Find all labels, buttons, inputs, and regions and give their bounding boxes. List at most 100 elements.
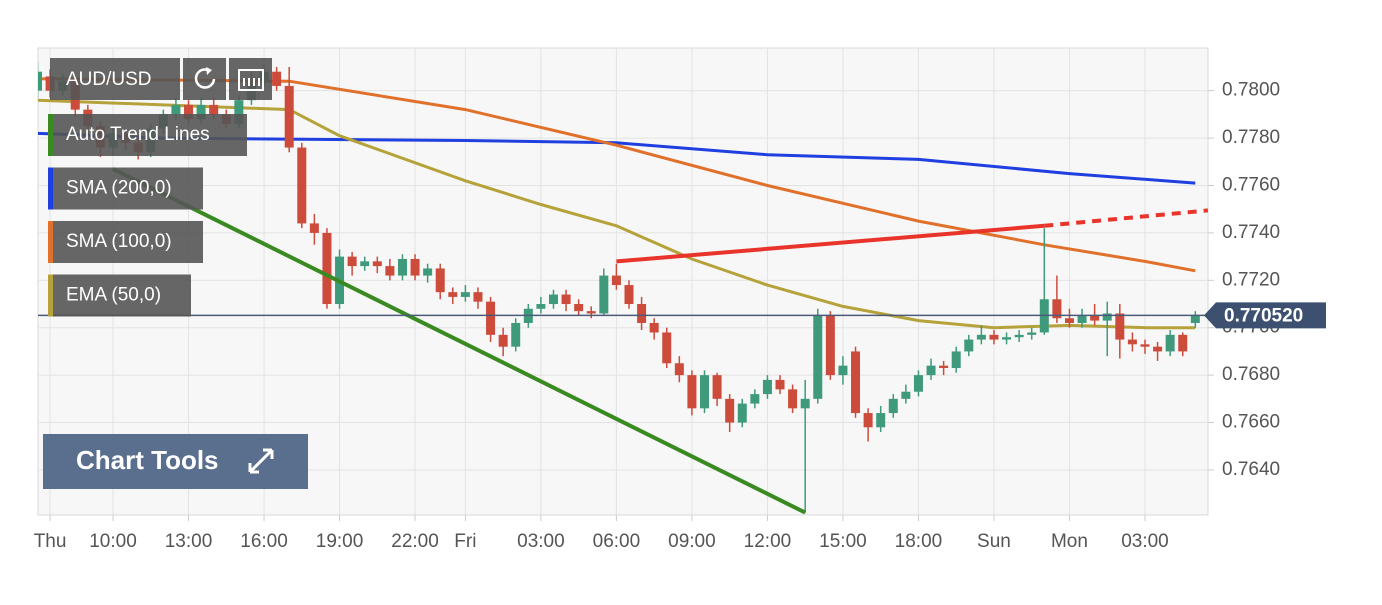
x-tick-label: 19:00 [316, 531, 364, 552]
refresh-arrow [206, 67, 212, 75]
x-tick-label: 10:00 [89, 531, 137, 552]
candle-body [888, 398, 898, 414]
y-tick-label: 0.7640 [1222, 459, 1280, 480]
chart-tools-button[interactable] [43, 434, 308, 489]
candle-body [196, 104, 206, 120]
candle-body [750, 394, 760, 404]
candle-body [800, 398, 810, 409]
y-tick-label: 0.7660 [1222, 412, 1280, 433]
candle-body [1127, 339, 1137, 345]
legend-swatch [48, 221, 53, 263]
candle-body [1190, 315, 1200, 323]
legend-label: SMA (100,0) [66, 231, 172, 252]
legend-box [48, 221, 203, 263]
candle-body [171, 104, 181, 115]
candle-body [1165, 334, 1175, 352]
candle-body [951, 351, 961, 369]
expand-icon [248, 448, 274, 474]
candle-body [397, 258, 407, 276]
candle-body [964, 339, 974, 352]
candle-body [272, 71, 282, 86]
candle-body [1153, 346, 1163, 352]
calendar-lines [243, 78, 260, 86]
candle-body [1178, 334, 1188, 352]
candle-body [700, 375, 710, 409]
x-tick-label: Thu [34, 531, 67, 552]
legend-box [48, 114, 247, 156]
candle-body [486, 301, 496, 335]
candle-body [561, 294, 571, 305]
candle-body [372, 261, 382, 267]
y-tick-label: 0.7760 [1222, 175, 1280, 196]
candle-body [662, 332, 672, 364]
candle-body [712, 375, 722, 399]
trend-line [112, 167, 807, 515]
candle-body [1090, 315, 1100, 321]
indicator-line [38, 77, 1196, 273]
candle-body [498, 334, 508, 347]
candle-body [548, 294, 558, 305]
candle-body [448, 292, 458, 297]
candle-body [423, 268, 433, 276]
candle-body [284, 85, 294, 148]
candle-body [1014, 334, 1024, 338]
symbol-box[interactable] [50, 58, 180, 100]
candle-body [586, 311, 596, 314]
candle-body [234, 100, 244, 124]
candle-body [863, 413, 873, 428]
candle-body [725, 398, 735, 423]
legend-label: Auto Trend Lines [66, 124, 210, 145]
x-tick-label: Fri [454, 531, 476, 552]
candle-body [511, 322, 521, 347]
x-tick-label: 12:00 [744, 531, 792, 552]
candle-body [649, 322, 659, 333]
y-tick-label: 0.7740 [1222, 222, 1280, 243]
trend-line [616, 223, 1045, 264]
legend: Auto Trend Lines SMA (200,0) SMA (100,0) EM… [48, 114, 247, 317]
x-tick-label: Sun [977, 531, 1011, 552]
candle-body [976, 334, 986, 340]
candle-body [775, 379, 785, 390]
candle-body [851, 351, 861, 414]
candle-body [1115, 313, 1125, 340]
candle-body [1140, 344, 1150, 347]
candle-body [536, 304, 546, 309]
candle-body [1052, 299, 1062, 319]
x-tick-label: 22:00 [391, 531, 439, 552]
candle-body [737, 403, 747, 423]
candle-body [674, 363, 684, 376]
legend-swatch [48, 274, 53, 317]
y-tick-label: 0.7680 [1222, 364, 1280, 385]
candle-body [599, 275, 609, 314]
candle-body [574, 304, 584, 312]
x-tick-label: 13:00 [165, 531, 213, 552]
candle-body [322, 232, 332, 305]
candle-body [435, 268, 445, 293]
candle-body [989, 334, 999, 340]
candle-body [838, 365, 848, 376]
legend-label: EMA (50,0) [66, 285, 161, 306]
candle-body [38, 71, 42, 91]
candle-body [637, 304, 647, 323]
candle-body [926, 365, 936, 376]
candle-body [624, 285, 634, 305]
candle-body [687, 375, 697, 409]
candle-body [913, 375, 923, 392]
current-price-label: 0.770520 [1224, 305, 1303, 326]
refresh-button[interactable] [183, 58, 226, 100]
candle-body [1102, 313, 1112, 321]
candle-body [1064, 318, 1074, 323]
refresh-icon [194, 68, 216, 89]
legend-box [48, 167, 203, 210]
legend-swatch [48, 167, 53, 210]
symbol: AUD/USD [66, 69, 152, 90]
candle-body [410, 258, 420, 276]
x-tick-label: 15:00 [819, 531, 867, 552]
calendar-button[interactable] [229, 58, 272, 100]
current-price-tag [1204, 302, 1326, 329]
candle-body [460, 292, 470, 297]
candle-body [385, 266, 395, 276]
candle-body [788, 389, 798, 409]
candle-body [209, 104, 219, 115]
